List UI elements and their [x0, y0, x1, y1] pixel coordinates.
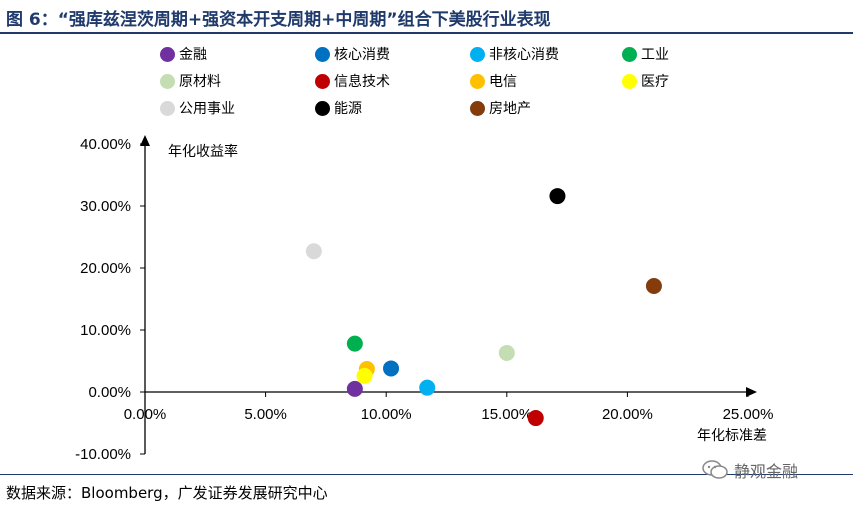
- legend-marker: [470, 46, 485, 62]
- watermark: 静观金融: [702, 458, 798, 482]
- data-point: [419, 379, 436, 396]
- y-axis-label: 年化收益率: [168, 143, 238, 160]
- legend-item: 核心消费: [315, 44, 390, 64]
- legend-item: 工业: [622, 44, 669, 64]
- legend-label: 非核心消费: [489, 47, 559, 63]
- data-point: [527, 410, 544, 427]
- x-tick-label: 5.00%: [244, 406, 287, 423]
- legend-item: 金融: [160, 44, 207, 64]
- legend-label: 信息技术: [334, 74, 390, 90]
- legend-label: 公用事业: [179, 101, 235, 117]
- x-tick-label: 20.00%: [602, 406, 653, 423]
- legend-label: 工业: [641, 47, 669, 63]
- legend-item: 医疗: [622, 71, 669, 91]
- legend-label: 金融: [179, 47, 207, 63]
- data-point: [383, 360, 400, 377]
- y-tick-label: 30.00%: [80, 198, 131, 215]
- legend-item: 房地产: [470, 98, 531, 118]
- legend-label: 原材料: [179, 74, 221, 90]
- legend-item: 能源: [315, 98, 362, 118]
- data-point: [346, 380, 363, 397]
- footer-divider: [0, 474, 853, 475]
- legend-label: 电信: [489, 74, 517, 90]
- watermark-text: 静观金融: [734, 462, 799, 481]
- legend-item: 非核心消费: [470, 44, 559, 64]
- y-tick-label: 40.00%: [80, 136, 131, 153]
- x-tick-label: 0.00%: [124, 406, 167, 423]
- data-point: [645, 277, 662, 294]
- x-axis-label: 年化标准差: [697, 428, 767, 444]
- scatter-chart: -10.00% 0.00% 10.00% 20.00% 30.00% 40.00% 0.00…: [75, 135, 774, 463]
- wechat-icon: [702, 460, 728, 479]
- data-point: [498, 344, 515, 361]
- legend-marker: [315, 73, 330, 89]
- title-divider: [0, 32, 853, 34]
- x-axis-arrow: [746, 387, 757, 397]
- x-tick-label: 25.00%: [723, 406, 774, 423]
- data-point: [356, 367, 373, 384]
- legend-marker: [470, 100, 485, 116]
- y-tick-label: -10.00%: [75, 446, 131, 463]
- data-point: [346, 335, 363, 352]
- legend-item: 电信: [470, 71, 517, 91]
- legend-label: 核心消费: [334, 47, 390, 63]
- legend-marker: [315, 46, 330, 62]
- chart-title: 图 6：“强库兹涅茨周期+强资本开支周期+中周期”组合下美股行业表现: [6, 10, 551, 30]
- legend-label: 能源: [334, 101, 362, 117]
- data-point: [305, 243, 322, 260]
- legend-marker: [622, 73, 637, 89]
- data-point: [549, 188, 566, 205]
- legend-marker: [315, 100, 330, 116]
- legend-item: 信息技术: [315, 71, 390, 91]
- legend-marker: [470, 73, 485, 89]
- y-tick-label: 20.00%: [80, 260, 131, 277]
- legend-item: 原材料: [160, 71, 221, 91]
- y-axis-arrow: [140, 135, 150, 146]
- legend-marker: [160, 46, 175, 62]
- y-tick-label: 10.00%: [80, 322, 131, 339]
- legend-label: 房地产: [489, 101, 531, 117]
- x-tick-label: 15.00%: [481, 406, 532, 423]
- x-tick-label: 10.00%: [361, 406, 412, 423]
- y-tick-label: 0.00%: [88, 384, 131, 401]
- legend-marker: [160, 100, 175, 116]
- legend-marker: [160, 73, 175, 89]
- source-note: 数据来源：Bloomberg，广发证券发展研究中心: [6, 484, 328, 502]
- legend-marker: [622, 46, 637, 62]
- legend-item: 公用事业: [160, 98, 235, 118]
- legend-label: 医疗: [641, 74, 669, 90]
